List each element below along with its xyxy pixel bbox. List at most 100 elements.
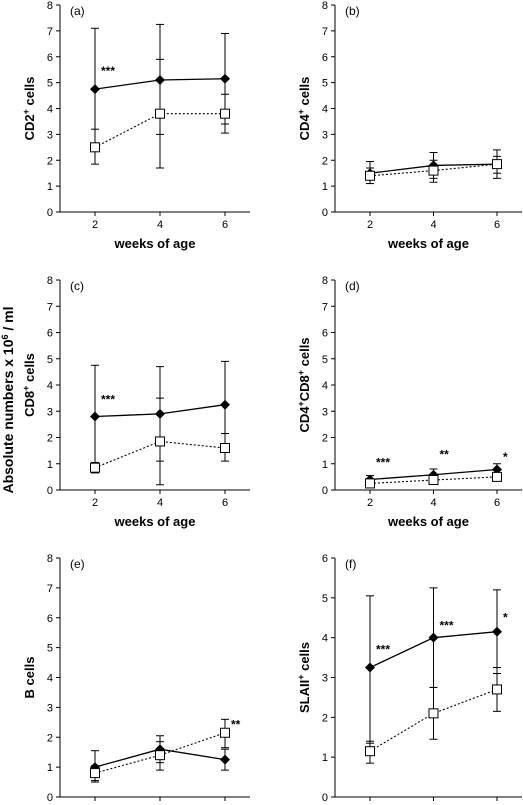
series-line xyxy=(369,476,498,484)
y-tick-label: 7 xyxy=(322,26,328,38)
y-tick-label: 7 xyxy=(47,301,53,313)
y-tick-label: 3 xyxy=(322,406,328,418)
panel-label: (a) xyxy=(70,4,85,18)
series-2 xyxy=(90,58,230,169)
y-tick-label: 6 xyxy=(47,613,53,625)
data-point-square xyxy=(428,708,439,719)
y-axis-label-part: cells xyxy=(22,353,37,386)
y-axis-label-part: B cells xyxy=(22,657,37,699)
significance-marker: *** xyxy=(376,455,390,469)
y-tick-label: 2 xyxy=(322,155,328,167)
data-point-square xyxy=(220,108,230,119)
y-axis-label-part: SLAII xyxy=(297,680,312,713)
data-point-square xyxy=(492,684,502,695)
data-point-square xyxy=(492,471,502,482)
panel-6: 0123456246weeks of ageSLAII+ cells(f)***… xyxy=(296,553,522,805)
x-tick-label: 2 xyxy=(92,219,98,231)
y-tick-label: 1 xyxy=(322,181,328,193)
x-tick-label: 4 xyxy=(430,219,436,231)
y-tick-label: 6 xyxy=(322,553,328,565)
y-tick-label: 2 xyxy=(322,712,328,724)
series-2 xyxy=(365,471,502,489)
y-axis-label-part: + xyxy=(21,109,31,114)
y-tick-label: 3 xyxy=(322,129,328,141)
x-tick-label: 4 xyxy=(157,497,163,509)
y-tick-label: 5 xyxy=(322,593,328,605)
series-2 xyxy=(90,397,230,474)
significance-marker: *** xyxy=(376,643,390,657)
y-axis-label: B cells xyxy=(22,657,37,699)
y-tick-label: 0 xyxy=(47,207,53,219)
y-tick-label: 8 xyxy=(47,275,53,287)
y-tick-label: 1 xyxy=(322,459,328,471)
significance-marker: *** xyxy=(440,619,454,633)
y-tick-label: 5 xyxy=(322,78,328,90)
x-tick-label: 2 xyxy=(367,219,373,231)
data-point-diamond xyxy=(90,84,100,95)
y-tick-label: 0 xyxy=(322,792,328,804)
common-y-axis-label-text: Absolute numbers x 10 xyxy=(0,339,16,493)
y-tick-label: 1 xyxy=(47,181,53,193)
y-tick-label: 3 xyxy=(47,702,53,714)
y-tick-label: 5 xyxy=(322,354,328,366)
y-axis-label-part: cells xyxy=(297,77,312,110)
y-tick-label: 2 xyxy=(47,155,53,167)
series-1 xyxy=(365,587,502,744)
series-2 xyxy=(90,718,230,783)
y-axis-label-part: + xyxy=(296,370,306,375)
series-line xyxy=(369,163,498,177)
y-axis-label-part: CD4 xyxy=(297,114,312,141)
y-axis-label-part: CD2 xyxy=(22,114,37,140)
y-tick-label: 1 xyxy=(322,752,328,764)
data-point-diamond xyxy=(220,754,230,765)
y-tick-label: 8 xyxy=(322,275,328,287)
x-tick-label: 6 xyxy=(494,497,500,509)
y-axis-label-part: + xyxy=(296,675,306,680)
y-axis-label-part: CD8 xyxy=(22,391,37,417)
y-tick-label: 7 xyxy=(322,301,328,313)
data-point-square xyxy=(220,443,230,453)
y-tick-label: 8 xyxy=(47,553,53,565)
y-axis-label-part: cells xyxy=(22,77,37,110)
x-tick-label: 4 xyxy=(430,497,436,509)
data-point-square xyxy=(155,750,165,761)
data-point-diamond xyxy=(428,632,439,643)
y-axis-label: SLAII+ cells xyxy=(296,642,312,713)
significance-marker: * xyxy=(503,450,508,464)
data-point-square xyxy=(90,462,100,473)
panel-label: (d) xyxy=(345,279,360,293)
y-tick-label: 4 xyxy=(47,380,53,392)
panel-label: (b) xyxy=(345,4,360,18)
y-tick-label: 2 xyxy=(47,433,53,445)
panel-2: 0 1 2 3 4 5 6 7 8 2 4 6 weeks of age CD4+ cells (b) xyxy=(296,0,522,251)
significance-marker: ** xyxy=(231,717,241,731)
common-y-axis-label-sup: 6 xyxy=(0,334,10,339)
series-2 xyxy=(365,155,502,185)
x-tick-label: 6 xyxy=(222,219,228,231)
y-tick-label: 1 xyxy=(47,762,53,774)
y-axis-label: CD2+ cells xyxy=(21,77,37,141)
data-point-square xyxy=(428,475,439,486)
significance-marker: *** xyxy=(101,64,115,78)
y-tick-label: 4 xyxy=(322,380,328,392)
x-tick-label: 4 xyxy=(157,219,163,231)
data-point-diamond xyxy=(220,399,230,410)
data-point-square xyxy=(90,768,100,779)
x-axis-label: weeks of age xyxy=(114,514,196,529)
y-tick-label: 5 xyxy=(47,643,53,655)
y-axis-label-part: + xyxy=(296,109,306,114)
y-tick-label: 4 xyxy=(47,673,53,685)
data-point-square xyxy=(365,170,375,181)
y-tick-label: 8 xyxy=(322,0,328,12)
y-tick-label: 0 xyxy=(322,207,328,219)
y-axis-label-part: CD8 xyxy=(297,375,312,401)
y-tick-label: 0 xyxy=(47,792,53,804)
data-point-square xyxy=(155,436,165,447)
y-tick-label: 1 xyxy=(47,459,53,471)
data-point-square xyxy=(155,108,165,119)
series-2 xyxy=(365,667,502,764)
y-axis-label: CD8+ cells xyxy=(21,353,37,417)
panel-label: (f) xyxy=(345,557,356,571)
